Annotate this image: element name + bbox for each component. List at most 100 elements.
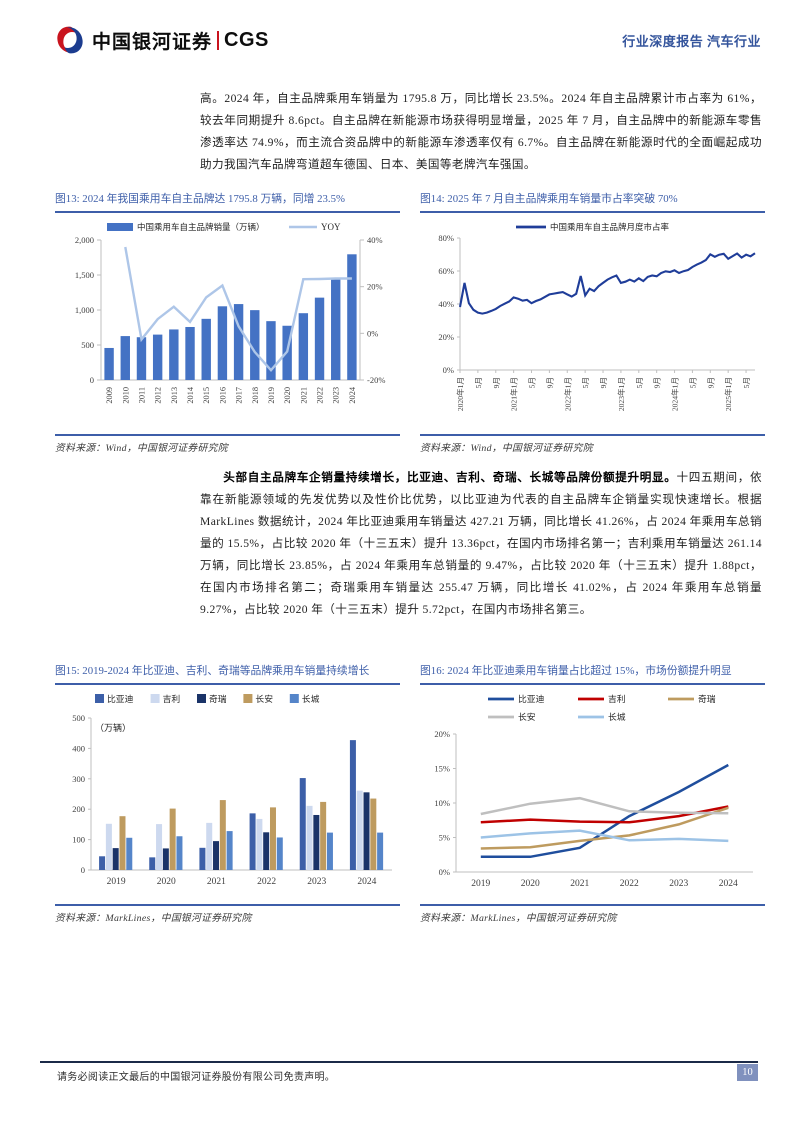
svg-text:2021: 2021 — [207, 877, 226, 887]
footer-disclaimer: 请务必阅读正文最后的中国银河证券股份有限公司免责声明。 — [57, 1072, 336, 1083]
svg-text:2022: 2022 — [257, 877, 276, 887]
figure-15-source: 资料来源：MarkLines，中国银河证券研究院 — [55, 904, 400, 924]
svg-text:长安: 长安 — [518, 711, 536, 722]
figure-16: 图16: 2024 年比亚迪乘用车销量占比超过 15%，市场份额提升明显 0% 5… — [420, 664, 765, 924]
svg-text:2024年1月: 2024年1月 — [670, 377, 680, 411]
svg-text:2020年1月: 2020年1月 — [455, 377, 465, 411]
svg-text:YOY: YOY — [321, 222, 341, 232]
svg-text:20%: 20% — [434, 729, 450, 739]
svg-text:2023年1月: 2023年1月 — [616, 377, 626, 411]
svg-text:2012: 2012 — [154, 387, 163, 404]
svg-text:中国乘用车自主品牌月度市占率: 中国乘用车自主品牌月度市占率 — [550, 222, 670, 232]
svg-text:2015: 2015 — [202, 387, 211, 404]
svg-text:15%: 15% — [434, 764, 450, 774]
report-type-label: 行业深度报告 汽车行业 — [622, 33, 761, 49]
svg-text:60%: 60% — [438, 266, 454, 276]
svg-text:2011: 2011 — [137, 387, 146, 403]
figure-13-source: 资料来源：Wind，中国银河证券研究院 — [55, 434, 400, 454]
svg-text:2023: 2023 — [307, 877, 326, 887]
svg-text:5月: 5月 — [474, 377, 483, 388]
svg-text:9月: 9月 — [545, 377, 554, 388]
svg-text:0: 0 — [81, 865, 85, 875]
footer-divider — [40, 1061, 758, 1063]
svg-text:2016: 2016 — [218, 387, 227, 404]
figure-row-2: 图15: 2019-2024 年比亚迪、吉利、奇瑞等品牌乘用车销量持续增长 0 1… — [55, 664, 765, 924]
figure-14-title: 图14: 2025 年 7 月自主品牌乘用车销量市占率突破 70% — [420, 192, 765, 213]
svg-text:比亚迪: 比亚迪 — [518, 693, 545, 704]
svg-text:-20%: -20% — [367, 375, 385, 385]
brand-logo: 中国银河证券 CGS — [55, 25, 269, 55]
svg-text:2021: 2021 — [299, 387, 308, 404]
svg-text:20%: 20% — [438, 332, 454, 342]
svg-text:长城: 长城 — [608, 711, 626, 722]
svg-text:吉利: 吉利 — [163, 693, 181, 704]
svg-text:5月: 5月 — [528, 377, 537, 388]
svg-text:5月: 5月 — [742, 377, 751, 388]
page-number: 10 — [737, 1064, 758, 1081]
svg-text:500: 500 — [72, 713, 85, 723]
svg-text:（万辆）: （万辆） — [95, 722, 131, 733]
svg-text:40%: 40% — [367, 235, 383, 245]
svg-text:奇瑞: 奇瑞 — [698, 693, 716, 704]
svg-text:9月: 9月 — [492, 377, 501, 388]
svg-text:300: 300 — [72, 774, 85, 784]
svg-text:5月: 5月 — [688, 377, 697, 388]
svg-text:9月: 9月 — [599, 377, 608, 388]
galaxy-logo-icon — [55, 25, 85, 55]
figure-14-chart: 0% 20% 40% 60% 80% 2020年1月 5月 9月 2021年1月 5月 9月 2022… — [420, 216, 765, 433]
svg-text:2022: 2022 — [316, 387, 325, 404]
svg-text:2020: 2020 — [521, 879, 540, 889]
svg-text:100: 100 — [72, 835, 85, 845]
svg-text:2014: 2014 — [186, 386, 195, 403]
figure-16-title: 图16: 2024 年比亚迪乘用车销量占比超过 15%，市场份额提升明显 — [420, 664, 765, 685]
svg-text:5月: 5月 — [581, 377, 590, 388]
figure-15-title: 图15: 2019-2024 年比亚迪、吉利、奇瑞等品牌乘用车销量持续增长 — [55, 664, 400, 685]
svg-text:2025年1月: 2025年1月 — [723, 377, 733, 411]
figure-14: 图14: 2025 年 7 月自主品牌乘用车销量市占率突破 70% 0% 20% 4… — [420, 192, 765, 454]
svg-text:2020: 2020 — [157, 877, 176, 887]
svg-text:1,000: 1,000 — [75, 305, 94, 315]
svg-text:5%: 5% — [439, 833, 450, 843]
svg-text:奇瑞: 奇瑞 — [209, 693, 227, 704]
brand-name-en: CGS — [224, 28, 269, 51]
svg-text:0%: 0% — [443, 365, 454, 375]
svg-text:2018: 2018 — [251, 387, 260, 404]
svg-text:0%: 0% — [367, 328, 378, 338]
svg-text:20%: 20% — [367, 282, 383, 292]
figure-13-chart: 0 500 1,000 1,500 2,000 -20% 0% 20% 40% 2009 2010 2… — [55, 216, 400, 433]
page-header: 中国银河证券 CGS 行业深度报告 汽车行业 — [55, 25, 761, 55]
svg-text:10%: 10% — [434, 798, 450, 808]
svg-text:2013: 2013 — [170, 387, 179, 404]
svg-text:2023: 2023 — [332, 387, 341, 404]
svg-text:2024: 2024 — [719, 879, 738, 889]
svg-text:80%: 80% — [438, 233, 454, 243]
svg-text:2022年1月: 2022年1月 — [562, 377, 572, 411]
body-paragraph-2: 头部自主品牌车企销量持续增长，比亚迪、吉利、奇瑞、长城等品牌份额提升明显。十四五… — [200, 467, 762, 621]
figure-13: 图13: 2024 年我国乘用车自主品牌达 1795.8 万辆，同增 23.5%… — [55, 192, 400, 454]
paragraph-2-body: 十四五期间，依靠在新能源领域的先发优势以及性价比优势，以比亚迪为代表的自主品牌车… — [200, 471, 762, 616]
svg-text:长安: 长安 — [255, 693, 273, 704]
svg-text:0%: 0% — [439, 867, 450, 877]
svg-text:2024: 2024 — [348, 386, 357, 403]
svg-text:中国乘用车自主品牌销量（万辆）: 中国乘用车自主品牌销量（万辆） — [137, 222, 265, 232]
brand-separator — [217, 30, 220, 50]
figure-16-source: 资料来源：MarkLines，中国银河证券研究院 — [420, 904, 765, 924]
svg-text:2019: 2019 — [107, 877, 126, 887]
svg-text:5月: 5月 — [635, 377, 644, 388]
svg-text:2019: 2019 — [471, 879, 490, 889]
svg-text:2009: 2009 — [105, 387, 114, 404]
svg-text:9月: 9月 — [706, 377, 715, 388]
svg-text:2019: 2019 — [267, 387, 276, 404]
svg-text:2021年1月: 2021年1月 — [509, 377, 519, 411]
brand-name-cn: 中国银河证券 — [92, 31, 213, 53]
body-paragraph-1: 高。2024 年，自主品牌乘用车销量为 1795.8 万，同比增长 23.5%。… — [200, 92, 762, 171]
svg-text:2024: 2024 — [357, 877, 376, 887]
svg-text:0: 0 — [90, 375, 94, 385]
svg-text:2,000: 2,000 — [75, 235, 94, 245]
svg-text:9月: 9月 — [653, 377, 662, 388]
svg-text:2023: 2023 — [669, 879, 688, 889]
figure-15-chart: 0 100 200 300 400 500 （万辆） 2019 2020 2021 2022 2023… — [55, 688, 400, 903]
svg-text:40%: 40% — [438, 299, 454, 309]
svg-text:2022: 2022 — [620, 879, 639, 889]
svg-text:1,500: 1,500 — [75, 270, 94, 280]
